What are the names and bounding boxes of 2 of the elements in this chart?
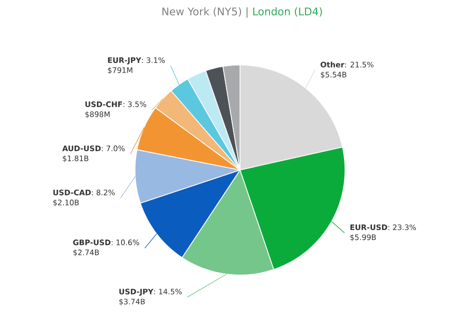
chart-title: New York (NY5) | bbox=[162, 7, 248, 18]
chart-subtitle: London (LD4) bbox=[253, 7, 322, 17]
